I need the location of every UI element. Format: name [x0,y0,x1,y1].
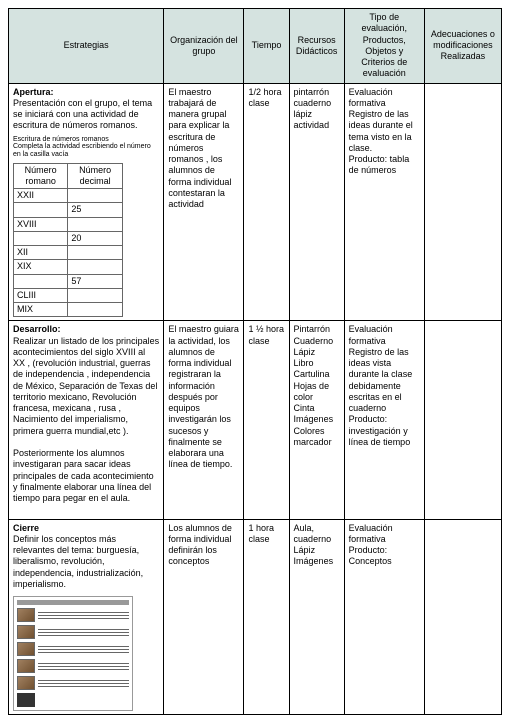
cierre-tiempo: 1 hora clase [244,519,289,715]
roman-header-r: Número romano [14,163,68,189]
cierre-body: Definir los conceptos más relevantes del… [13,534,143,589]
worksheet-thumbnail [13,596,133,711]
desarrollo-org: El maestro guiara la actividad, los alum… [164,321,244,519]
apertura-body: Presentación con el grupo, el tema se in… [13,98,152,131]
cierre-eval: Evaluación formativa Producto: Conceptos [344,519,424,715]
header-row: Estrategias Organización del grupo Tiemp… [9,9,502,84]
apertura-eval: Evaluación formativa Registro de las ide… [344,83,424,321]
desarrollo-body: Realizar un listado de los principales a… [13,336,159,436]
desarrollo-title: Desarrollo: [13,324,61,334]
apertura-tiempo: 1/2 hora clase [244,83,289,321]
row-desarrollo: Desarrollo: Realizar un listado de los p… [9,321,502,519]
cierre-title: Cierre [13,523,39,533]
cierre-org: Los alumnos de forma individual definirá… [164,519,244,715]
header-adecuaciones: Adecuaciones o modificaciones Realizadas [424,9,501,84]
apertura-estrategias: Apertura: Presentación con el grupo, el … [9,83,164,321]
apertura-note-title: Escritura de números romanos [13,136,159,144]
cierre-adec [424,519,501,715]
header-estrategias: Estrategias [9,9,164,84]
roman-numeral-table: Número romano Número decimal XXII 25 XVI… [13,163,123,318]
lesson-plan-table: Estrategias Organización del grupo Tiemp… [8,8,502,715]
apertura-note-body: Completa la actividad escribiendo el núm… [13,143,159,158]
header-tiempo: Tiempo [244,9,289,84]
desarrollo-tiempo: 1 ½ hora clase [244,321,289,519]
desarrollo-eval: Evaluación formativa Registro de las ide… [344,321,424,519]
apertura-org: El maestro trabajará de manera grupal pa… [164,83,244,321]
header-organizacion: Organización del grupo [164,9,244,84]
apertura-title: Apertura: [13,87,54,97]
desarrollo-recursos: Pintarrón Cuaderno Lápiz Libro Cartulina… [289,321,344,519]
row-cierre: Cierre Definir los conceptos más relevan… [9,519,502,715]
desarrollo-body2: Posteriormente los alumnos investigaran … [13,448,154,503]
apertura-recursos: pintarrón cuaderno lápiz actividad [289,83,344,321]
desarrollo-adec [424,321,501,519]
header-recursos: Recursos Didácticos [289,9,344,84]
desarrollo-estrategias: Desarrollo: Realizar un listado de los p… [9,321,164,519]
cierre-estrategias: Cierre Definir los conceptos más relevan… [9,519,164,715]
roman-header-d: Número decimal [68,163,123,189]
row-apertura: Apertura: Presentación con el grupo, el … [9,83,502,321]
apertura-adec [424,83,501,321]
header-evaluacion: Tipo de evaluación, Productos, Objetos y… [344,9,424,84]
cierre-recursos: Aula, cuaderno Lápiz Imágenes [289,519,344,715]
